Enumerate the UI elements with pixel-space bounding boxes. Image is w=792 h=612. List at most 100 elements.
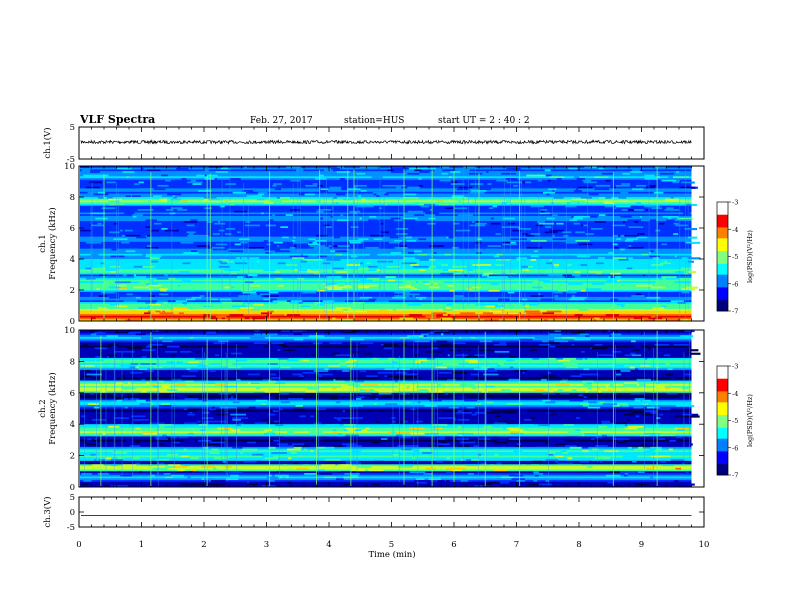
ch1-spectrogram-speckle [618,234,621,238]
ch1-spectrogram-speckle [575,231,585,234]
ch1-spectrogram-speckle [407,186,420,189]
ch2-spectrogram-speckle [522,371,525,375]
ch2-spectrogram-speckle [348,359,357,362]
ch1-spectrogram-speckle [491,250,498,253]
ch1-spectrogram-speckle [187,234,203,238]
ch2-spectrogram-speckle [545,480,550,483]
ch1-spectrogram-speckle [336,166,345,169]
ch1-spectrogram-speckle [589,308,592,312]
ch2-colorbar-swatch [717,393,728,396]
ch2-spectrogram-speckle [122,464,137,467]
ch1-spectrogram-speckle [645,186,655,189]
ch1-spectrogram-speckle [622,176,637,179]
ch1-spectrogram-speckle [219,259,228,262]
ch1-spectrogram-speckle [301,296,314,300]
ch1-spectrogram-speckle [418,203,429,207]
ch1-colorbar-swatch [717,220,728,223]
ch2-spectrogram-speckle [410,445,419,448]
ch1-spectrogram-speckle [492,205,497,208]
ch1-spectrogram-speckle [620,215,632,219]
ch2-spectrogram-speckle [673,364,689,368]
ch1-spectrogram-speckle [211,246,225,250]
ch1-spectrogram-speckle [479,209,494,212]
ch2-spectrogram-speckle [441,410,451,413]
ch2-spectrogram-speckle [341,464,352,467]
ch1-spectrogram-speckle [289,246,296,250]
ch2-spectrogram-speckle [335,354,351,357]
ch2-spectrogram-speckle [193,480,210,483]
ch1-spectrogram-speckle [301,291,316,294]
ch2-spectrogram-speckle [318,375,322,378]
ch1-spectrogram-speckle [339,319,355,322]
ch1-spectrogram-speckle [379,207,382,210]
ch2-spectrogram-speckle [581,434,585,437]
ch1-spectrogram-speckle [343,308,348,312]
ch1-spectrogram-speckle [325,283,337,286]
ch2-spectrogram-speckle [185,380,194,383]
ch1-spectrogram-speckle [548,274,563,277]
ch2-spectrogram-speckle [557,476,565,479]
ch2-spectrogram-band-row [80,436,692,439]
ch1-spectrogram-speckle [274,188,281,191]
ch2-spectrogram-speckle [158,438,168,441]
ch1-spectrogram-speckle [177,269,181,272]
ch2-spectrogram-speckle [89,363,93,366]
ch2-spectrogram-speckle [141,422,149,425]
ch1-spectrogram-speckle [446,303,453,306]
ch1-spectrogram-speckle [653,166,666,169]
ch2-spectrogram-speckle [451,371,467,375]
ch2-spectrogram-speckle [155,436,165,439]
ch1-spectrogram-speckle [465,267,475,270]
ch2-spectrogram-speckle [345,361,354,364]
ch2-spectrogram-speckle [314,450,317,453]
ch2-spectrogram-speckle [344,336,350,340]
ch2-spectrogram-speckle [148,462,157,465]
ch1-spectrogram-speckle [450,253,459,256]
figure-title: VLF Spectra [79,113,155,126]
ch1-spectrogram-speckle [257,291,261,294]
ch1-spectrogram-speckle [196,245,210,248]
ch2-spectrogram-speckle [533,480,538,483]
ch1-colorbar-swatch [717,300,728,303]
ch2-spectrogram-speckle [629,366,635,369]
ch2-spectrogram-speckle [274,420,279,423]
ch2-spectrogram-speckle [494,453,499,456]
ch2-spectrogram-speckle [471,459,480,462]
ch1-spectrogram-speckle [685,241,701,244]
ch1-spectrogram-speckle [450,171,461,174]
ch1-spectrogram-speckle [244,317,250,320]
ch1-spectrogram-speckle [462,307,468,310]
ch1-spectrogram-speckle [387,260,393,263]
ch2-spectrogram-speckle [568,462,574,465]
ch1-spectrogram-speckle [433,209,441,212]
ch1-spectrogram-speckle [615,184,630,188]
ch2-spectrogram-speckle [398,431,412,434]
ch1-spectrogram-speckle [501,172,517,176]
ch1-spectrogram-speckle [191,250,198,253]
ch1-spectrogram-speckle [648,317,662,320]
ch2-spectrogram-speckle [561,336,576,340]
ch1-spectrogram-speckle [272,169,275,172]
ch1-spectrogram-speckle [476,217,489,220]
ch2-spectrogram-speckle [183,471,194,474]
ch1-spectrogram-speckle [122,171,135,174]
ch2-spectrogram-speckle [542,399,551,402]
ch1-spectrogram-speckle [616,303,625,306]
ch1-spectrogram-speckle [100,262,105,265]
ch2-spectrogram-speckle [663,408,679,411]
ch2-spectrogram-speckle [345,342,348,345]
ch2-spectrogram-speckle [339,394,354,397]
ch2-spectrogram-band-row [80,389,692,392]
ch2-spectrogram-speckle [656,448,663,451]
ch2-spectrogram-speckle [598,354,614,357]
ch1-spectrogram-speckle [625,240,639,243]
ch1-spectrogram-speckle [308,238,316,241]
ch3-waveform-ylabel: ch.3(V) [42,496,53,527]
ch1-spectrogram-speckle [101,312,116,315]
ch1-spectrogram-speckle [460,312,475,315]
ch2-spectrogram-speckle [139,441,152,444]
ch1-spectrogram-speckle [408,252,414,255]
ch2-spectrogram-speckle [499,342,507,345]
ch1-spectrogram-speckle [496,253,503,256]
